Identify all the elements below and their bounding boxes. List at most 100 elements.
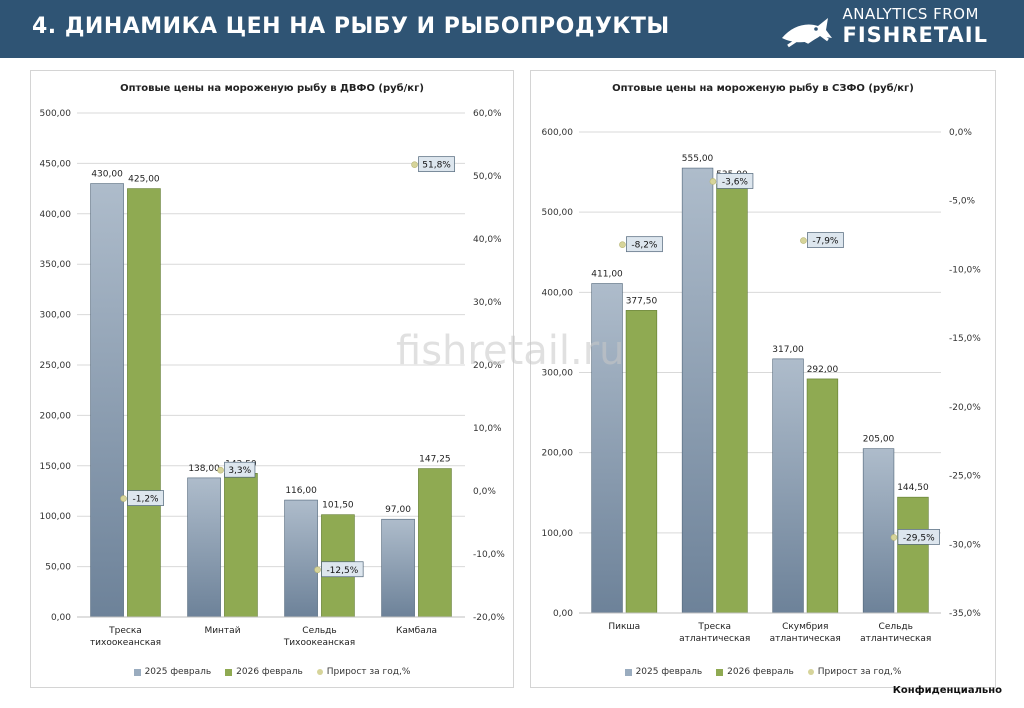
growth-marker <box>411 161 418 168</box>
legend-item-2026: 2026 февраль <box>225 667 303 677</box>
data-label-2025: 430,00 <box>91 170 123 180</box>
growth-label: -12,5% <box>326 566 358 576</box>
page-title: 4. ДИНАМИКА ЦЕН НА РЫБУ И РЫБОПРОДУКТЫ <box>32 14 670 39</box>
category-label: атлантическая <box>679 634 750 644</box>
data-label-2025: 411,00 <box>591 270 623 280</box>
growth-label: 51,8% <box>422 161 451 171</box>
y-tick-label: 0,00 <box>51 613 71 623</box>
y-tick-label: 250,00 <box>40 361 72 371</box>
y2-tick-label: 0,0% <box>473 487 496 497</box>
bar-2026 <box>716 183 748 614</box>
y-tick-label: 350,00 <box>40 260 72 270</box>
bar-2026 <box>224 473 258 618</box>
y-tick-label: 100,00 <box>542 529 574 539</box>
data-label-2026: 144,50 <box>897 483 929 493</box>
legend-item-2025: 2025 февраль <box>624 667 703 677</box>
legend-label: 2025 февраль <box>144 667 212 677</box>
y2-tick-label: -10,0% <box>473 550 505 560</box>
growth-label: -8,2% <box>631 241 658 251</box>
legend-swatch-growth <box>807 669 814 675</box>
legend-swatch-2026 <box>225 668 233 676</box>
data-label-2025: 116,00 <box>285 486 317 496</box>
legend-item-2025: 2025 февраль <box>133 667 212 677</box>
legend-swatch-2025 <box>133 668 141 676</box>
bar-2026 <box>127 188 161 618</box>
category-label: Сельдь <box>302 626 336 636</box>
data-label-2026: 377,50 <box>626 296 658 306</box>
header-bar: 4. ДИНАМИКА ЦЕН НА РЫБУ И РЫБОПРОДУКТЫ A… <box>0 0 1024 58</box>
legend-swatch-2026 <box>716 668 724 676</box>
growth-marker <box>890 534 898 541</box>
legend-label: 2025 февраль <box>635 667 703 677</box>
y2-tick-label: -25,0% <box>949 472 981 482</box>
data-label-2025: 555,00 <box>682 154 714 164</box>
growth-marker <box>800 237 807 244</box>
growth-label-box <box>418 156 455 173</box>
bar-2025 <box>681 167 714 614</box>
legend-item-growth: Прирост за год,% <box>807 667 902 677</box>
legend-label: Прирост за год,% <box>326 667 411 677</box>
legend-item-2026: 2026 февраль <box>716 667 794 677</box>
bar-2026 <box>418 468 452 618</box>
growth-label: -7,9% <box>812 237 839 247</box>
y2-tick-label: 60,0% <box>473 109 502 119</box>
data-label-2025: 317,00 <box>772 345 804 355</box>
y2-tick-label: -20,0% <box>949 403 981 413</box>
y2-tick-label: -20,0% <box>473 613 505 623</box>
y-tick-label: 500,00 <box>542 208 574 218</box>
growth-marker <box>619 241 626 248</box>
growth-label-box <box>127 490 164 506</box>
y-tick-label: 200,00 <box>40 411 72 421</box>
data-label-2026: 147,25 <box>419 455 451 465</box>
confidential-note: Конфиденциально <box>892 685 1002 696</box>
legend-item-growth: Прирост за год,% <box>316 667 411 677</box>
brand: ANALYTICS FROM FISHRETAIL <box>842 5 988 47</box>
legend-label: 2026 февраль <box>236 667 303 677</box>
legend-swatch-2025 <box>624 668 632 676</box>
growth-label-box <box>807 232 844 248</box>
category-label: Минтай <box>204 626 240 636</box>
category-label: Треска <box>108 626 142 636</box>
y2-tick-label: -35,0% <box>949 609 981 619</box>
y2-tick-label: -30,0% <box>949 540 981 550</box>
watermark: fishretail.ru <box>396 328 625 374</box>
category-label: Пикша <box>608 622 640 632</box>
bar-2026 <box>897 496 929 614</box>
chart-panel-dvfo: Оптовые цены на мороженую рыбу в ДВФО (р… <box>30 70 514 688</box>
bar-2026 <box>806 378 839 614</box>
category-label: Тихоокеанская <box>283 638 355 648</box>
bar-2025 <box>90 183 124 618</box>
legend: 2025 февраль 2026 февраль Прирост за год… <box>531 667 995 677</box>
category-label: атлантическая <box>860 634 931 644</box>
growth-label: -1,2% <box>132 495 159 505</box>
growth-marker <box>217 466 224 474</box>
legend: 2025 февраль 2026 февраль Прирост за год… <box>31 667 513 677</box>
legend-label: 2026 февраль <box>727 667 794 677</box>
bar-2025 <box>591 283 623 614</box>
data-label-2025: 97,00 <box>385 505 411 515</box>
chart-title: Оптовые цены на мороженую рыбу в ДВФО (р… <box>120 83 424 94</box>
category-label: атлантическая <box>770 634 841 644</box>
data-label-2026: 101,50 <box>322 501 354 511</box>
growth-label-box <box>224 461 256 478</box>
growth-label: -3,6% <box>722 177 749 187</box>
bar-2026 <box>625 310 658 614</box>
chart-svg: 0,00 100,00 200,00 300,00 400,00 500,00 600,00… <box>542 128 982 644</box>
y2-tick-label: -10,0% <box>949 265 981 275</box>
category-label: Треска <box>697 622 731 632</box>
y-tick-label: 450,00 <box>40 159 72 169</box>
y2-tick-label: 20,0% <box>473 361 502 371</box>
brand-tagline: ANALYTICS FROM <box>842 5 979 23</box>
growth-label: -29,5% <box>903 533 935 543</box>
legend-label: Прирост за год,% <box>817 667 902 677</box>
growth-label-box <box>716 173 754 189</box>
data-label-2026: 425,00 <box>128 175 160 185</box>
y-tick-label: 500,00 <box>40 109 72 119</box>
category-label: Камбала <box>396 626 437 636</box>
data-label-2025: 138,00 <box>188 464 220 474</box>
bar-2025 <box>187 477 221 618</box>
bar-2025 <box>772 358 804 614</box>
growth-label-box <box>626 236 663 253</box>
chart-panel-szfo: Оптовые цены на мороженую рыбу в СЗФО (р… <box>530 70 996 688</box>
y-tick-label: 150,00 <box>40 462 72 472</box>
